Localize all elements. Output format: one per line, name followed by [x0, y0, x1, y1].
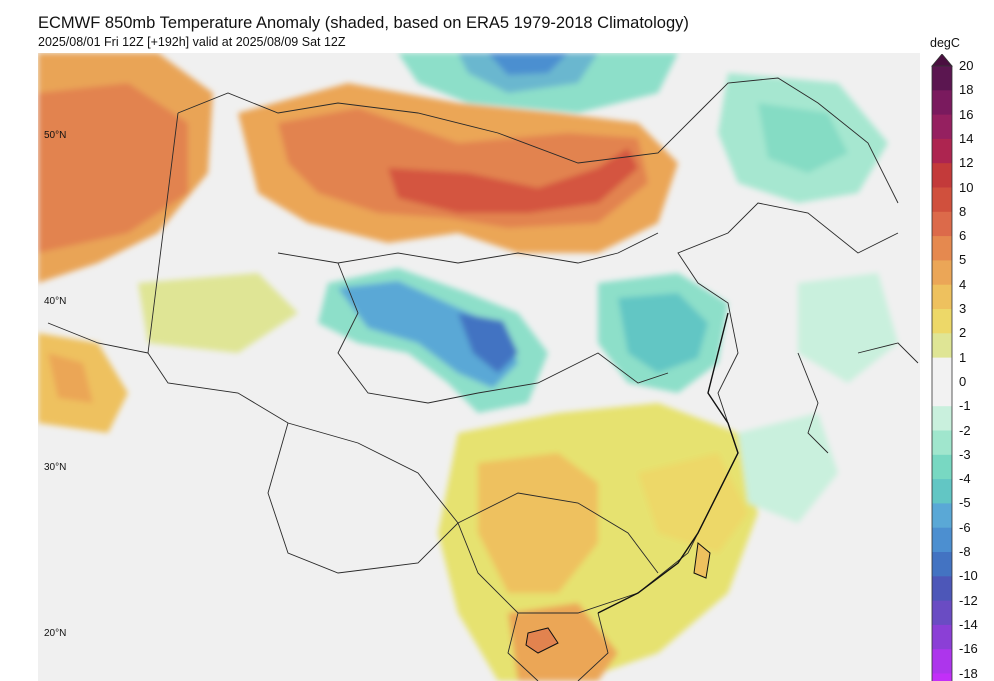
colorbar-swatch: [932, 284, 952, 310]
colorbar-tick-label: 0: [959, 373, 967, 389]
colorbar-tick-label: -16: [959, 641, 978, 657]
coastline: [597, 312, 739, 614]
colorbar-tick-label: 1: [959, 349, 967, 365]
colorbar-tick-label: -1: [959, 398, 971, 414]
colorbar-tick-label: -2: [959, 422, 971, 438]
colorbar-swatch: [932, 527, 952, 553]
colorbar-tick-label: -18: [959, 665, 978, 681]
colorbar-swatch: [932, 624, 952, 650]
colorbar-tick-label: 12: [959, 155, 974, 171]
colorbar-tick-label: -4: [959, 471, 971, 487]
colorbar-tick-label: -10: [959, 568, 978, 584]
page-title: ECMWF 850mb Temperature Anomaly (shaded,…: [38, 14, 689, 32]
colorbar-tick-label: 18: [959, 82, 974, 98]
latitude-label-20n: 20°N: [44, 628, 67, 639]
colorbar-tick-label: 2: [959, 325, 967, 341]
country-borders: [47, 77, 919, 681]
colorbar-swatch: [932, 114, 952, 140]
colorbar-swatch: [932, 66, 952, 91]
colorbar-swatch: [932, 381, 952, 407]
hainan-outline: [525, 627, 559, 654]
colorbar-tick-label: -6: [959, 519, 971, 535]
colorbar-tick-label: 16: [959, 106, 974, 122]
colorbar-tick-label: -3: [959, 446, 971, 462]
latitude-label-30n: 30°N: [44, 462, 67, 473]
colorbar-tick-label: -8: [959, 544, 971, 559]
colorbar-swatch: [932, 309, 952, 334]
colorbar-tick-label: 20: [959, 58, 974, 73]
colorbar-swatch: [932, 479, 952, 504]
colorbar-swatch: [932, 552, 952, 577]
colorbar-swatch: [932, 649, 952, 674]
colorbar-swatch: [932, 430, 952, 456]
colorbar-swatch: [932, 406, 952, 431]
colorbar-tick-label: 3: [959, 301, 967, 316]
colorbar-swatch: [932, 673, 952, 681]
latitude-label-40n: 40°N: [44, 296, 67, 307]
colorbar-swatch: [932, 138, 952, 164]
anomaly-shading: [38, 53, 898, 681]
colorbar-swatch: [932, 454, 952, 480]
colorbar-swatch: [932, 90, 952, 116]
colorbar-tick-label: 6: [959, 228, 967, 244]
colorbar-swatch: [932, 503, 952, 529]
colorbar-swatch: [932, 163, 952, 188]
forecast-valid-time: 2025/08/01 Fri 12Z [+192h] valid at 2025…: [38, 35, 346, 49]
colorbar: [931, 54, 953, 681]
colorbar-tick-label: -12: [959, 592, 978, 608]
colorbar-tick-label: 8: [959, 203, 967, 219]
colorbar-tick-label: -14: [959, 616, 978, 632]
taiwan-outline: [693, 542, 711, 579]
colorbar-swatch: [932, 576, 952, 602]
colorbar-tick-label: 14: [959, 130, 974, 146]
latitude-label-50n: 50°N: [44, 130, 67, 141]
colorbar-swatch: [932, 236, 952, 261]
colorbar-swatch: [932, 187, 952, 213]
colorbar-frame: [931, 65, 953, 681]
colorbar-swatch: [932, 333, 952, 359]
colorbar-tick-label: 5: [959, 252, 967, 268]
colorbar-tick-label: 4: [959, 276, 967, 292]
colorbar-swatch: [932, 211, 952, 237]
colorbar-swatch: [932, 357, 952, 383]
colorbar-unit: degC: [930, 36, 960, 50]
colorbar-tick-label: 10: [959, 179, 974, 195]
colorbar-swatch: [932, 600, 952, 626]
temperature-anomaly-map[interactable]: 50°N 40°N 30°N 20°N: [38, 53, 920, 681]
colorbar-swatch: [932, 260, 952, 286]
colorbar-top-arrow: [931, 54, 953, 67]
colorbar-tick-label: -5: [959, 495, 971, 511]
